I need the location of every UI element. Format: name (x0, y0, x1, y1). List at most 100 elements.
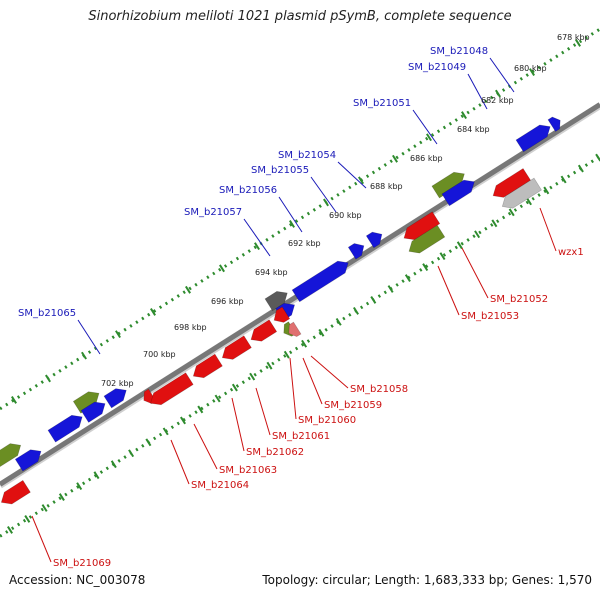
scale-tick-label: 686 kbp (410, 154, 443, 163)
reverse-gene-arrow (288, 321, 302, 337)
scale-tick (529, 68, 535, 76)
scale-tick-label: 678 kbp (557, 33, 590, 42)
forward-gene-arrow (291, 260, 349, 303)
forward-gene-arrow (547, 116, 561, 132)
reverse-gene-arrow (150, 372, 194, 406)
forward-gene-arrow (0, 443, 22, 467)
gene-features (0, 116, 561, 505)
forward-gene-leader (412, 109, 438, 145)
reverse-gene-label-wzx1: wzx1 (558, 247, 584, 258)
scale-tick (254, 242, 260, 251)
scale-tick-label: 688 kbp (370, 182, 403, 191)
scale-tick (426, 133, 432, 142)
forward-gene-arrow (347, 243, 365, 260)
forward-gene-arrow (264, 291, 288, 312)
forward-gene-arrow (103, 388, 127, 409)
forward-gene-arrow (441, 179, 475, 207)
scale-tick (214, 394, 221, 403)
scale-tick (370, 296, 377, 304)
scale-tick (439, 252, 446, 261)
scale-tick (185, 285, 191, 294)
reverse-gene-label-sm-b21064: SM_b21064 (191, 480, 249, 491)
forward-gene-label-sm-b21051: SM_b21051 (353, 98, 411, 109)
reverse-gene-arrow (192, 353, 223, 379)
reverse-gene-leader (231, 397, 245, 452)
reverse-gene-arrow (273, 306, 291, 323)
reverse-gene-label-sm-b21053: SM_b21053 (461, 311, 519, 322)
reverse-gene-arrow (0, 479, 31, 505)
forward-gene-leader (310, 176, 337, 213)
scale-tick (7, 526, 13, 534)
scale-tick (128, 449, 135, 458)
reverse-gene-label-sm-b21058: SM_b21058 (350, 384, 408, 395)
forward-gene-leader (337, 161, 367, 189)
reverse-gene-leader (310, 355, 349, 389)
scale-tick (81, 351, 87, 360)
scale-tick (289, 220, 295, 228)
scale-tick-label: 692 kbp (288, 239, 321, 248)
reverse-gene-arrow (408, 224, 446, 254)
forward-gene-label-sm-b21056: SM_b21056 (219, 185, 277, 196)
forward-gene-label-sm-b21048: SM_b21048 (430, 46, 488, 57)
scale-tick (150, 308, 156, 316)
forward-gene-arrow (80, 401, 106, 423)
scale-tick (491, 219, 498, 228)
scale-tick (76, 482, 83, 491)
scale-tick (508, 208, 515, 217)
reverse-gene-arrow (221, 335, 252, 360)
forward-gene-arrow (515, 124, 551, 153)
scale-tick (93, 471, 100, 480)
forward-gene-arrow (72, 391, 100, 414)
map-title: Sinorhizobium meliloti 1021 plasmid pSym… (88, 9, 512, 24)
scale-lines (0, 27, 600, 538)
forward-gene-arrow (47, 414, 83, 443)
reverse-gene-arrow (250, 319, 278, 342)
scale-tick (283, 350, 290, 359)
reverse-gene-leader (437, 265, 460, 316)
reverse-gene-leader (31, 515, 52, 563)
forward-gene-label-sm-b21057: SM_b21057 (184, 207, 242, 218)
scale-tick (387, 285, 394, 293)
scale-tick-label: 698 kbp (174, 323, 207, 332)
scale-tick-label: 684 kbp (457, 125, 490, 134)
reverse-gene-leader (255, 387, 271, 436)
forward-gene-arrow (365, 231, 383, 249)
reverse-gene-label-sm-b21060: SM_b21060 (298, 415, 356, 426)
forward-gene-arrow (14, 449, 42, 472)
forward-gene-leader (489, 57, 515, 93)
scale-tick (219, 264, 225, 273)
scale-tick (543, 186, 550, 195)
scale-tick (318, 328, 325, 337)
reverse-gene-label-sm-b21052: SM_b21052 (490, 294, 548, 305)
scale-tick (358, 176, 364, 185)
scale-tick (11, 396, 17, 404)
scale-tick (145, 438, 152, 447)
reverse-gene-leader (302, 357, 323, 405)
reverse-gene-label-sm-b21061: SM_b21061 (272, 431, 330, 442)
reverse-gene-label-sm-b21069: SM_b21069 (53, 558, 111, 569)
reverse-gene-label-sm-b21062: SM_b21062 (246, 447, 304, 458)
scale-tick (526, 197, 532, 206)
scale-tick (461, 111, 467, 120)
scale-tick (495, 89, 501, 98)
scale-tick (45, 374, 51, 383)
scale-tick-label: 690 kbp (329, 211, 362, 220)
scale-tick (115, 330, 121, 339)
scale-tick (231, 383, 238, 392)
reverse-gene-leader (170, 439, 190, 485)
reverse-gene-leader (461, 247, 489, 299)
reverse-gene-leader (289, 357, 297, 420)
scale-tick (560, 175, 567, 184)
forward-gene-leader (467, 73, 488, 110)
forward-gene-leader (278, 196, 303, 233)
reverse-gene-label-sm-b21063: SM_b21063 (219, 465, 277, 476)
scale-tick-label: 682 kbp (481, 96, 514, 105)
scale-tick-label: 694 kbp (255, 268, 288, 277)
accession-text: Accession: NC_003078 (9, 573, 146, 587)
forward-gene-label-sm-b21054: SM_b21054 (278, 150, 336, 161)
forward-gene-leader (243, 218, 271, 257)
scale-tick (24, 515, 31, 523)
scale-tick (162, 427, 169, 436)
scale-tick (58, 493, 65, 501)
